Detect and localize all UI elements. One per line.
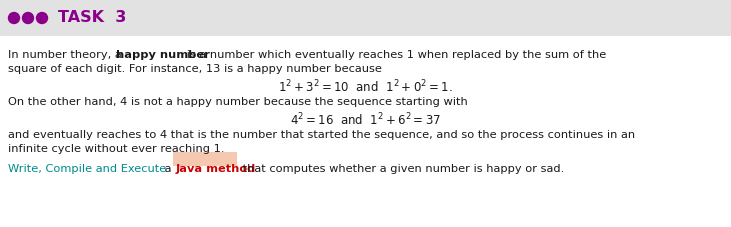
Text: On the other hand, 4 is not a happy number because the sequence starting with: On the other hand, 4 is not a happy numb… xyxy=(8,97,468,107)
Text: a: a xyxy=(161,164,175,174)
Text: and eventually reaches to 4 that is the number that started the sequence, and so: and eventually reaches to 4 that is the … xyxy=(8,130,635,140)
FancyBboxPatch shape xyxy=(173,152,237,166)
Text: Java method: Java method xyxy=(176,164,257,174)
Bar xyxy=(0,0,731,36)
Text: $1^2 + 3^2 = 10\ \ \mathrm{and}\ \ 1^2 + 0^2 = 1.$: $1^2 + 3^2 = 10\ \ \mathrm{and}\ \ 1^2 +… xyxy=(278,79,453,96)
Text: In number theory, a: In number theory, a xyxy=(8,50,126,60)
Text: is a number which eventually reaches 1 when replaced by the sum of the: is a number which eventually reaches 1 w… xyxy=(183,50,606,60)
Text: that computes whether a given number is happy or sad.: that computes whether a given number is … xyxy=(239,164,564,174)
Text: TASK  3: TASK 3 xyxy=(58,10,126,25)
Text: square of each digit. For instance, 13 is a happy number because: square of each digit. For instance, 13 i… xyxy=(8,64,382,74)
Circle shape xyxy=(37,12,48,24)
Circle shape xyxy=(9,12,20,24)
Text: Write, Compile and Execute: Write, Compile and Execute xyxy=(8,164,166,174)
Text: happy number: happy number xyxy=(116,50,210,60)
Circle shape xyxy=(23,12,34,24)
Text: $4^2 = 16\ \ \mathrm{and}\ \ 1^2 + 6^2 = 37$: $4^2 = 16\ \ \mathrm{and}\ \ 1^2 + 6^2 =… xyxy=(290,112,441,129)
Text: infinite cycle without ever reaching 1.: infinite cycle without ever reaching 1. xyxy=(8,144,224,154)
